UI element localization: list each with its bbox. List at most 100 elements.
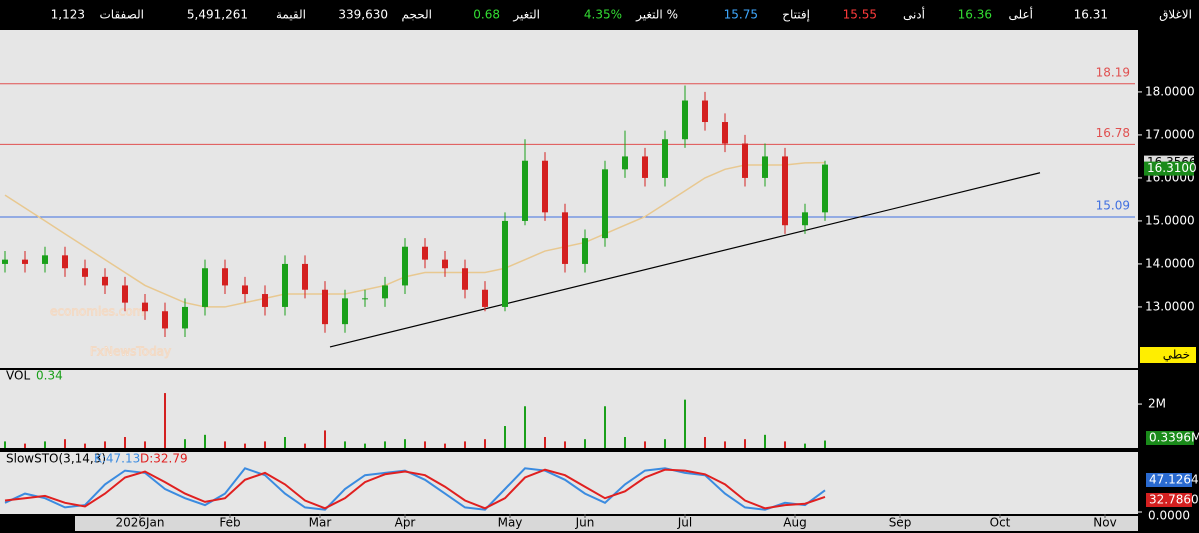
- x-tick-label: Feb: [219, 516, 240, 530]
- volume-bar: [504, 426, 506, 448]
- tag-label: خطي: [1163, 348, 1190, 362]
- volume-bar: [764, 434, 766, 448]
- volume-bar: [464, 441, 466, 448]
- volume-bar: [484, 439, 486, 448]
- candle-body: [282, 263, 288, 307]
- candle-body: [322, 289, 328, 325]
- watermark: economies.com: [50, 305, 144, 319]
- y-tick-label: 18.0000: [1145, 84, 1195, 98]
- volume-bar: [244, 443, 246, 448]
- volume-bar: [84, 443, 86, 448]
- x-tick-label: Jun: [575, 516, 595, 530]
- stat-value: 0.68: [473, 8, 500, 22]
- candle-body: [22, 259, 28, 264]
- volume-bar: [424, 441, 426, 448]
- candle-body: [522, 160, 528, 221]
- level-label: 15.09: [1096, 199, 1130, 213]
- volume-bar: [284, 437, 286, 448]
- volume-bar: [104, 441, 106, 448]
- volume-bar: [164, 393, 166, 448]
- stat-label: القيمة: [276, 8, 306, 22]
- price-panel: [0, 30, 1138, 368]
- x-tick-label: Mar: [309, 516, 332, 530]
- x-axis-bar: [75, 516, 1138, 531]
- volume-bar: [224, 441, 226, 448]
- close-tag-label: 16.3100: [1147, 161, 1197, 175]
- volume-bar: [564, 441, 566, 448]
- x-tick-label: Aug: [783, 516, 806, 530]
- tag-box: [1140, 347, 1196, 363]
- value-tag-label: 32.7860: [1149, 493, 1199, 507]
- volume-bar: [544, 437, 546, 448]
- value-tag: [1146, 473, 1192, 487]
- legend-label: K:47.13: [94, 452, 140, 466]
- x-tick-label: May: [498, 516, 523, 530]
- candle-body: [182, 306, 188, 329]
- panel-value: 0.34: [36, 369, 63, 383]
- candle-body: [262, 294, 268, 307]
- candle-body: [722, 122, 728, 144]
- stat-value: 16.36: [958, 8, 992, 22]
- volume-tag-label: 0.3396M: [1149, 431, 1199, 445]
- volume-bar: [784, 441, 786, 448]
- candle-body: [602, 169, 608, 239]
- candle-body: [102, 276, 108, 286]
- candle-body: [582, 238, 588, 264]
- stat-label: أعلى: [1009, 7, 1033, 22]
- volume-bar: [704, 437, 706, 448]
- stat-value: 339,630: [338, 8, 388, 22]
- candle-body: [802, 212, 808, 226]
- volume-bar: [604, 406, 606, 448]
- panel-title: VOL: [6, 369, 30, 383]
- volume-bar: [44, 441, 46, 448]
- x-tick-label: Oct: [990, 516, 1011, 530]
- volume-bar: [804, 443, 806, 448]
- volume-bar: [264, 441, 266, 448]
- volume-bar: [304, 443, 306, 448]
- trendline: [329, 172, 1041, 348]
- stat-value: 1,123: [51, 8, 85, 22]
- watermark: FxNewsToday: [90, 345, 171, 359]
- stat-value: 16.31: [1074, 8, 1108, 22]
- volume-bar: [24, 443, 26, 448]
- x-tick-label: Nov: [1093, 516, 1116, 530]
- x-tick-label: 2026Jan: [115, 516, 164, 530]
- volume-bar: [364, 443, 366, 448]
- candle-body: [242, 285, 248, 295]
- candle-body: [762, 156, 768, 178]
- value-tag-label: 47.1264: [1149, 473, 1199, 487]
- y-tick-label: 15.0000: [1145, 213, 1195, 227]
- y-tick-label: 14.0000: [1145, 256, 1195, 270]
- volume-bar: [644, 441, 646, 448]
- candle-body: [482, 289, 488, 307]
- volume-bar: [384, 441, 386, 448]
- stat-label: أدنى: [903, 7, 925, 22]
- stat-label: إفتتاح: [782, 8, 810, 22]
- candle-body: [502, 220, 508, 307]
- stoch-line: [4, 468, 826, 510]
- candle-body: [422, 246, 428, 260]
- value-tag: [1146, 493, 1192, 507]
- volume-bar: [624, 437, 626, 448]
- candle-body: [542, 160, 548, 213]
- y-tick-label: 13.0000: [1145, 299, 1195, 313]
- candle-body: [642, 156, 648, 178]
- candle-body: [202, 268, 208, 307]
- stat-label: الحجم: [402, 8, 432, 22]
- y-tick-label: 17.0000: [1145, 127, 1195, 141]
- candle-body: [442, 259, 448, 269]
- moving-average: [4, 161, 826, 308]
- candle-body: [382, 285, 388, 299]
- volume-bar: [4, 441, 6, 448]
- candle-body: [62, 255, 68, 269]
- panel-title: SlowSTO(3,14,3): [6, 452, 106, 466]
- candle-body: [82, 268, 88, 277]
- x-tick-label: Sep: [889, 516, 912, 530]
- volume-tag: [1146, 431, 1194, 445]
- candle-body: [42, 255, 48, 264]
- candle-body: [682, 100, 688, 140]
- volume-bar: [324, 430, 326, 448]
- candle-body: [122, 285, 128, 303]
